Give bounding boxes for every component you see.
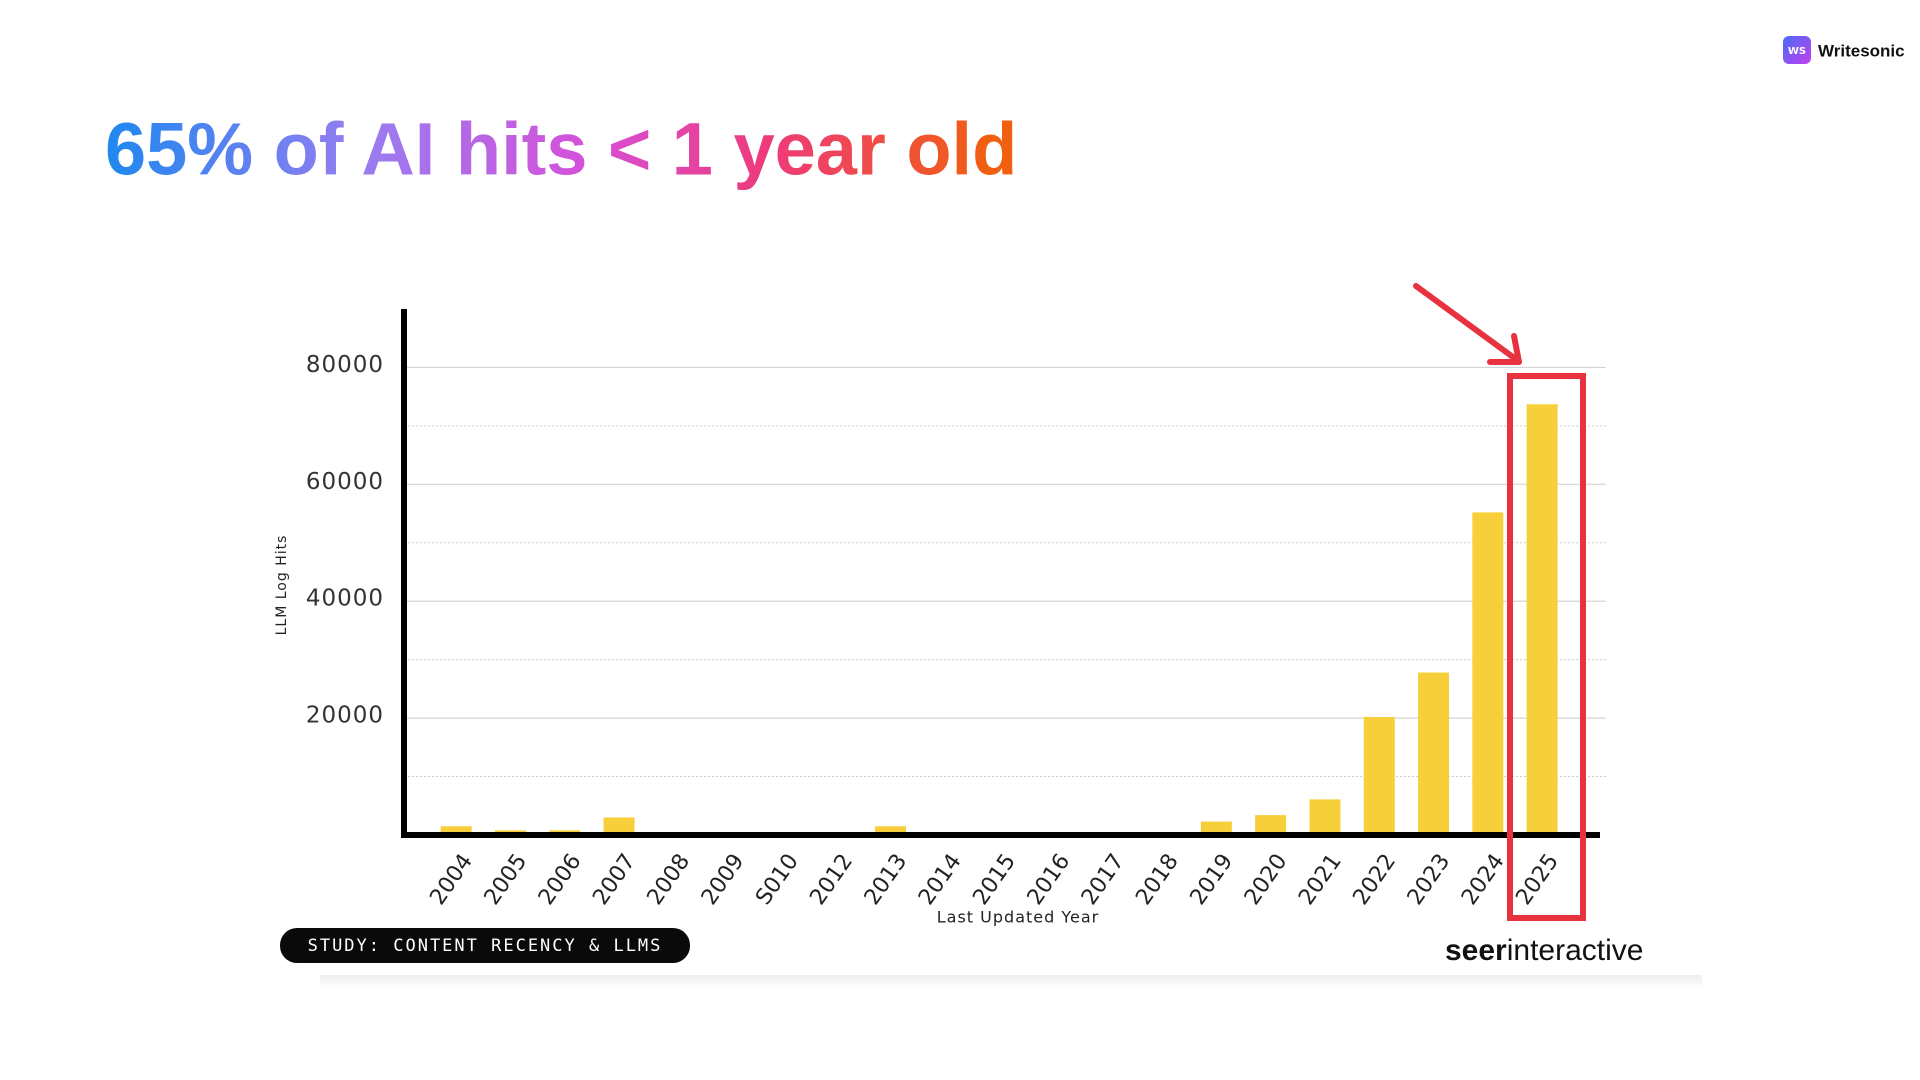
badge xyxy=(280,928,690,963)
logo-text: Writesonic xyxy=(1818,41,1905,60)
x-tick-label: 2024 xyxy=(1457,850,1510,910)
arrow-shaft xyxy=(1413,283,1520,363)
badge-text: STUDY: CONTENT RECENCY & LLMS xyxy=(308,936,663,956)
x-tick-label: 2020 xyxy=(1240,850,1293,910)
x-tick-label: 2009 xyxy=(697,850,750,910)
brand: seerinteractive xyxy=(1445,934,1643,967)
x-tick-label: 2017 xyxy=(1077,850,1130,910)
x-tick-label: 2006 xyxy=(534,850,587,910)
x-tick-label: 2012 xyxy=(805,850,858,910)
bar xyxy=(875,826,907,835)
bar xyxy=(603,817,635,835)
x-tick-label: 2021 xyxy=(1294,850,1347,910)
y-tick-label: 60000 xyxy=(306,469,384,495)
logo-badge: WS xyxy=(1788,46,1806,57)
logo-icon xyxy=(1783,36,1811,64)
bar xyxy=(1363,716,1395,835)
bar xyxy=(1309,799,1341,835)
x-tick-label: S010 xyxy=(751,850,804,910)
x-tick-label: 2004 xyxy=(425,850,478,910)
y-tick-label: 40000 xyxy=(306,586,384,612)
y-tick-label: 20000 xyxy=(306,703,384,729)
bar xyxy=(1200,821,1232,835)
title: 65% of AI hits < 1 year old xyxy=(105,108,1017,191)
bar xyxy=(1255,815,1287,835)
x-tick-label: 2007 xyxy=(588,850,641,910)
highlight-box xyxy=(1507,373,1586,921)
brand-bold: seer xyxy=(1445,934,1507,967)
brand-rest: interactive xyxy=(1507,934,1644,967)
x-tick-label: 2018 xyxy=(1131,850,1184,910)
y-axis-label: LLM Log Hits xyxy=(274,535,290,636)
x-tick-label: 2005 xyxy=(480,850,533,910)
shadow xyxy=(320,975,1702,989)
x-tick-label: 2015 xyxy=(968,850,1021,910)
x-tick-label: 2014 xyxy=(914,850,967,910)
bar xyxy=(1526,404,1558,835)
x-tick-label: 2025 xyxy=(1511,850,1564,910)
x-tick-label: 2016 xyxy=(1023,850,1076,910)
chart: 20000 40000 60000 80000 2004 2005 2006 2007 2008… xyxy=(306,309,1606,910)
x-tick-label: 2022 xyxy=(1348,850,1401,910)
bar xyxy=(1418,672,1450,835)
x-tick-label: 2019 xyxy=(1186,850,1239,910)
y-tick-label: 80000 xyxy=(306,352,384,378)
x-tick-label: 2013 xyxy=(860,850,913,910)
bar xyxy=(1472,512,1504,835)
arrow-head xyxy=(1487,333,1522,365)
x-tick-label: 2023 xyxy=(1403,850,1456,910)
x-axis-label: Last Updated Year xyxy=(937,908,1099,927)
x-tick-label: 2008 xyxy=(643,850,696,910)
bar xyxy=(440,826,472,835)
